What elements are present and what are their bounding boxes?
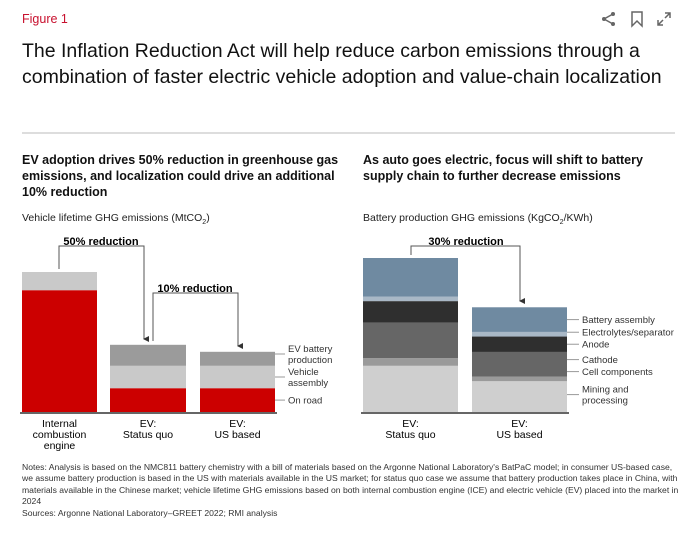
- bar-segment-mining-and-processing: [472, 381, 567, 412]
- legend-label: Mining and: [582, 385, 628, 396]
- category-label: Internal: [42, 418, 77, 430]
- bar-segment-on-road: [22, 290, 97, 412]
- annotation-50-percent: 50% reduction: [63, 236, 138, 248]
- bar-segment-on-road: [110, 388, 186, 412]
- expand-icon[interactable]: [655, 10, 673, 28]
- legend-label: Battery assembly: [582, 315, 655, 326]
- bracket-30-percent: [410, 245, 525, 304]
- left-chart-title: EV adoption drives 50% reduction in gree…: [22, 153, 339, 199]
- bookmark-icon[interactable]: [628, 10, 646, 28]
- figure-label: Figure 1: [22, 12, 68, 26]
- right-chart-title: As auto goes electric, focus will shift …: [363, 153, 643, 183]
- bar-segment-ev-battery-production: [110, 344, 186, 366]
- left-chart-ylabel: Vehicle lifetime GHG emissions (MtCO2): [22, 212, 210, 227]
- legend-label: EV battery: [288, 344, 333, 355]
- category-label: EV:: [402, 418, 419, 430]
- bracket-10-percent: [152, 292, 243, 349]
- category-label: engine: [44, 440, 76, 452]
- bar-segment-ev-battery-production: [200, 351, 275, 366]
- bar-segment-vehicle-assembly: [110, 365, 186, 389]
- bar-segment-on-road: [200, 388, 275, 412]
- right-chart-ylabel: Battery production GHG emissions (KgCO2/…: [363, 212, 593, 227]
- category-label: EV:: [140, 418, 157, 430]
- bar-segment-cell-components: [472, 376, 567, 382]
- bar-segment-mining-and-processing: [363, 365, 458, 412]
- annotation-10-percent: 10% reduction: [157, 283, 232, 295]
- bar-segment-cell-components: [363, 358, 458, 366]
- legend-label: Cathode: [582, 355, 618, 366]
- category-label: combustion: [33, 429, 87, 441]
- category-label: Status quo: [123, 429, 173, 441]
- bar-segment-vehicle-assembly: [200, 365, 275, 389]
- bar-segment-battery-assembly: [363, 258, 458, 297]
- notes: Notes: Analysis is based on the NMC811 b…: [22, 462, 682, 519]
- divider: [22, 132, 675, 134]
- bar-segment-electrolytes-separator: [363, 296, 458, 302]
- category-label: US based: [496, 429, 542, 441]
- category-label: Status quo: [385, 429, 435, 441]
- share-icon[interactable]: [600, 10, 618, 28]
- legend-label: processing: [582, 396, 628, 407]
- legend-label: production: [288, 355, 332, 366]
- category-label: EV:: [229, 418, 246, 430]
- bracket-50-percent: [58, 245, 149, 342]
- bar-segment-vehicle-assembly: [22, 272, 97, 291]
- notes-text: Notes: Analysis is based on the NMC811 b…: [22, 462, 679, 507]
- bar-segment-cathode: [363, 322, 458, 359]
- legend-label: Anode: [582, 340, 609, 351]
- figure-title: The Inflation Reduction Act will help re…: [22, 40, 662, 88]
- legend-label: Electrolytes/separator: [582, 328, 674, 339]
- annotation-30-percent: 30% reduction: [428, 236, 503, 248]
- bar-segment-anode: [363, 301, 458, 323]
- legend-label: Vehicle: [288, 367, 319, 378]
- category-label: EV:: [511, 418, 528, 430]
- legend-label: assembly: [288, 378, 328, 389]
- legend-label: On road: [288, 396, 322, 407]
- bar-segment-battery-assembly: [472, 307, 567, 332]
- category-label: US based: [214, 429, 260, 441]
- bar-segment-cathode: [472, 351, 567, 377]
- bar-segment-anode: [472, 336, 567, 352]
- sources-text: Sources: Argonne National Laboratory–GRE…: [22, 507, 278, 518]
- legend-label: Cell components: [582, 367, 653, 378]
- bar-segment-electrolytes-separator: [472, 331, 567, 337]
